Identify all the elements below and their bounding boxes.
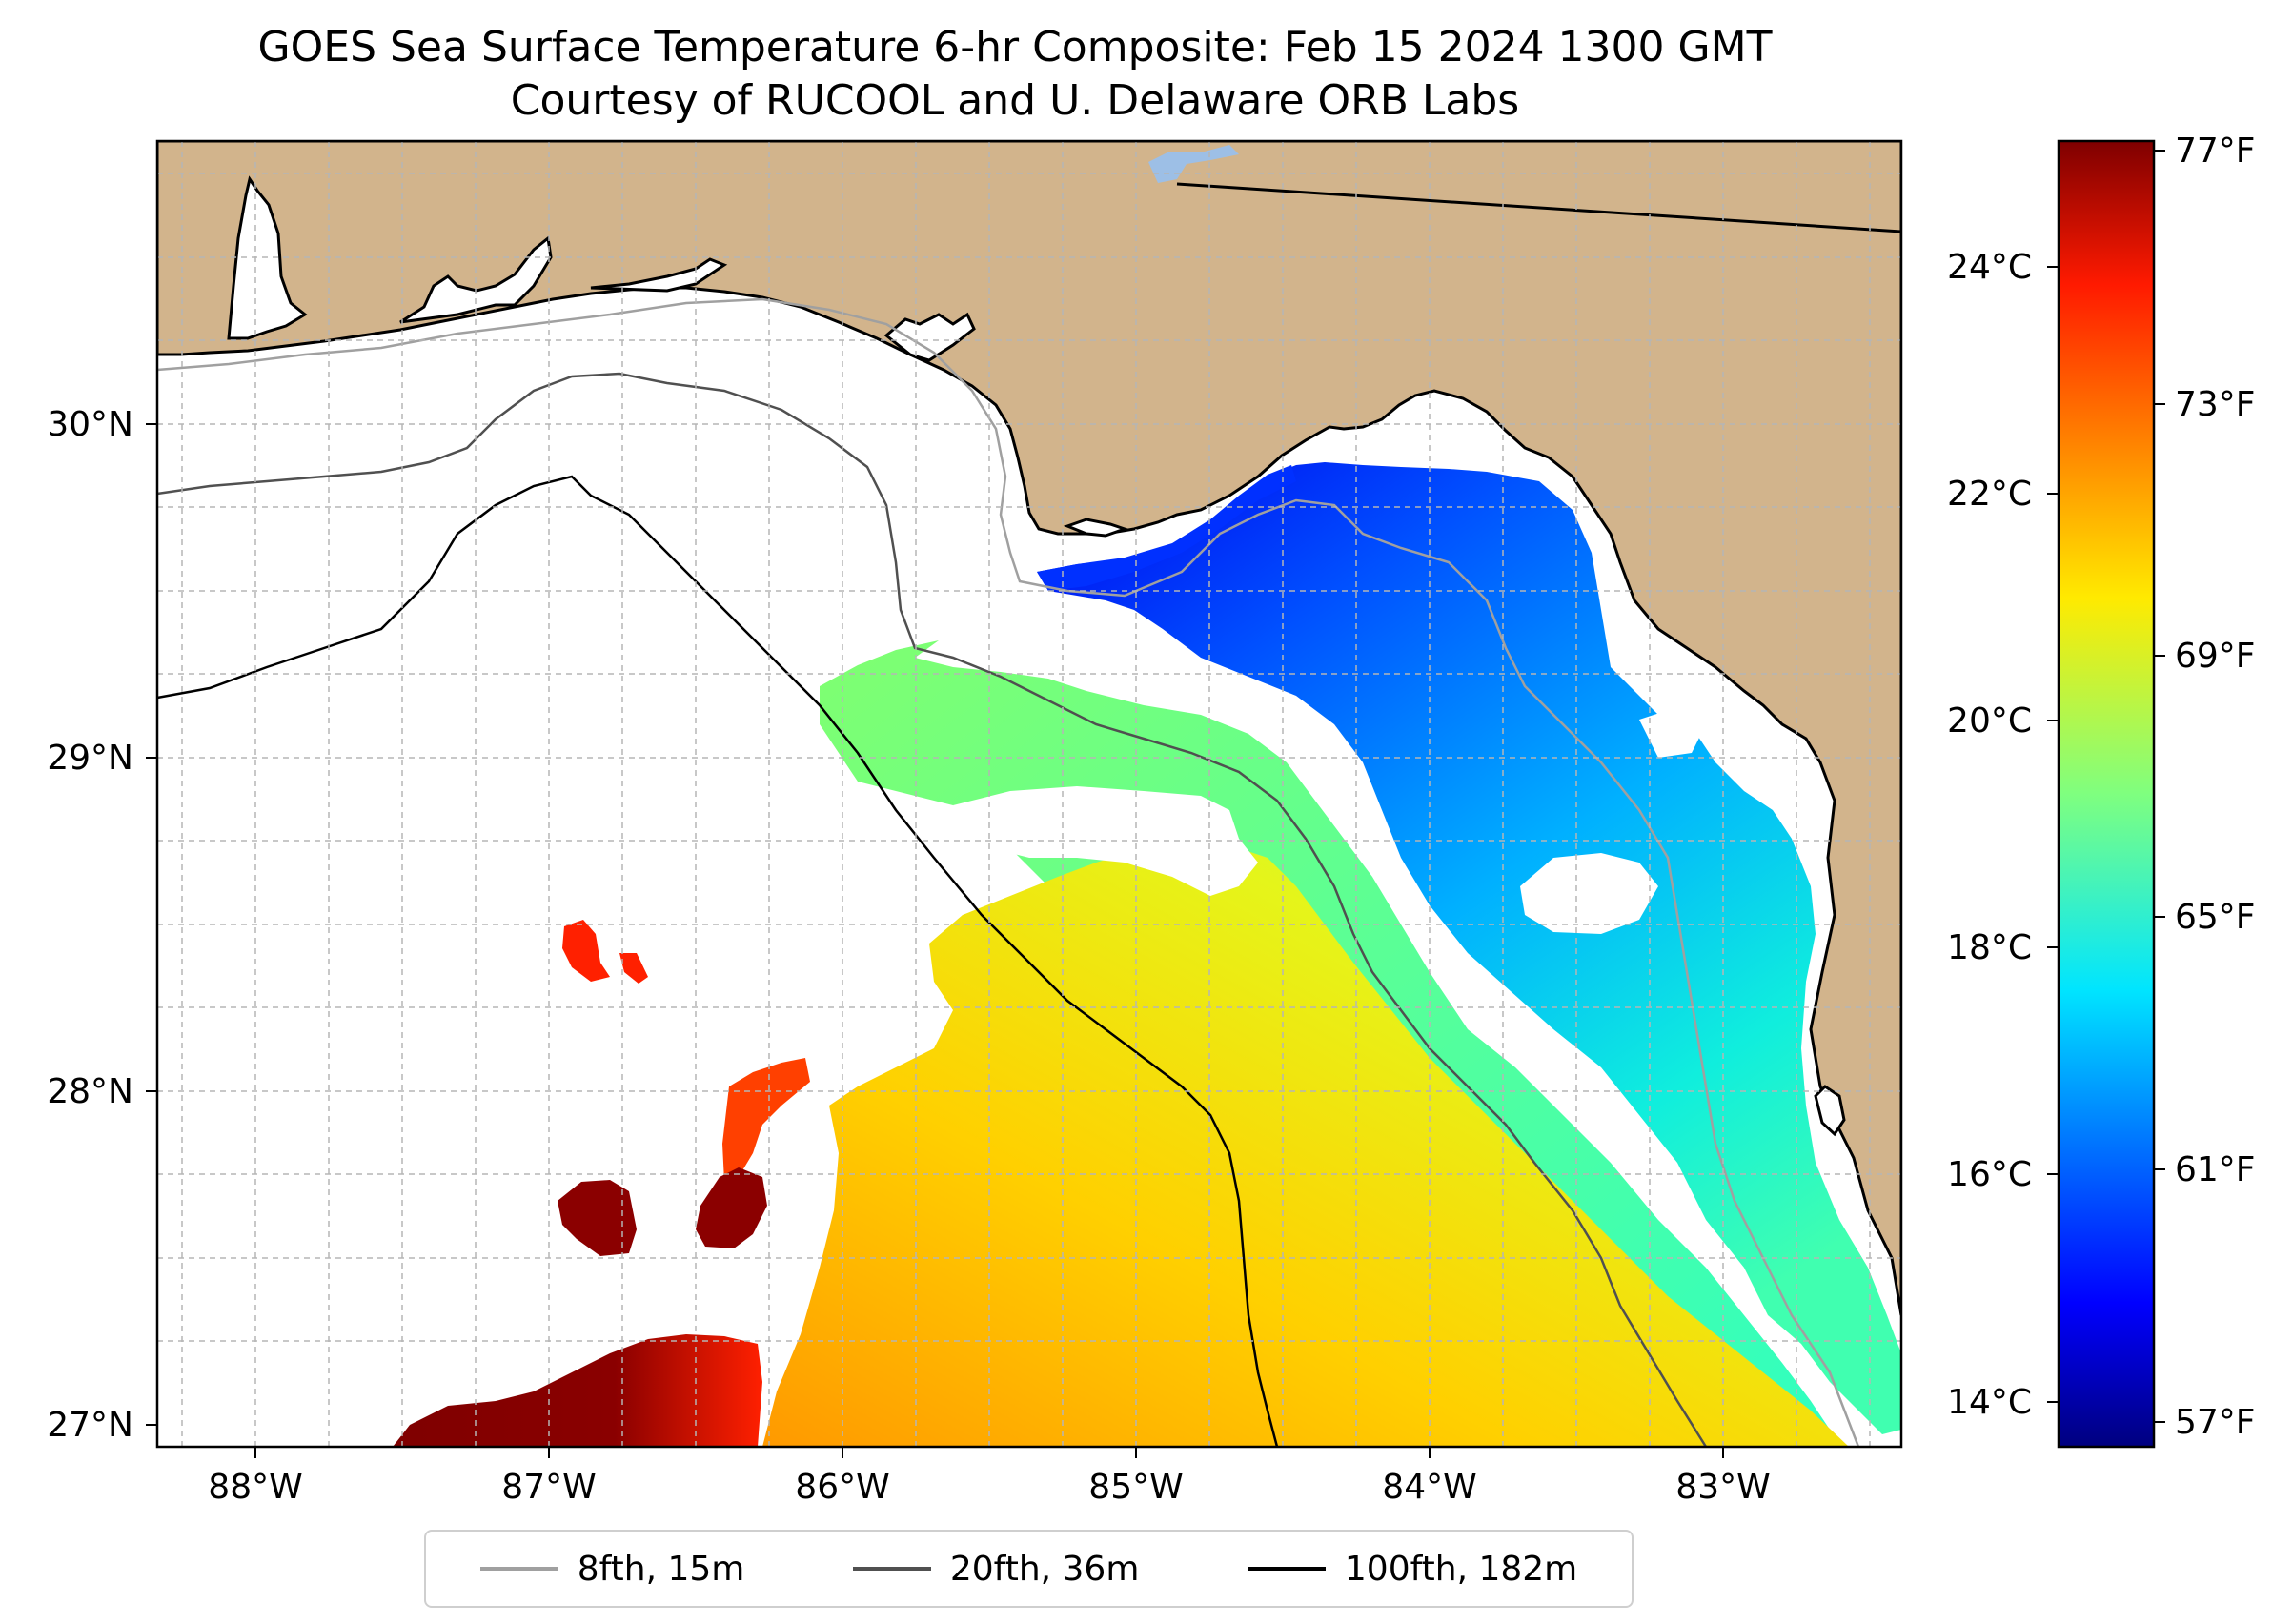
lon-ticks (254, 1447, 1724, 1458)
legend-item-20fth: 20fth, 36m (852, 1549, 1140, 1589)
state-border (1176, 182, 1901, 233)
fahrenheit-tick-label: 57°F (2175, 1403, 2256, 1442)
legend-label: 8fth, 15m (577, 1549, 745, 1589)
celsius-tick-label: 18°C (1947, 928, 2032, 967)
gridlines (157, 141, 1901, 1447)
bay-pensacola (399, 235, 553, 324)
celsius-tick-label: 14°C (1947, 1383, 2032, 1422)
lon-tick-label: 87°W (501, 1468, 596, 1507)
fahrenheit-ticks (2154, 150, 2165, 1423)
isobath-20fth (157, 372, 1708, 1447)
lon-tick-label: 85°W (1088, 1468, 1183, 1507)
legend-swatch-20fth (852, 1567, 931, 1571)
fahrenheit-tick-label: 69°F (2175, 637, 2256, 676)
bay-tampa (1814, 1085, 1846, 1137)
celsius-tick-label: 16°C (1947, 1155, 2032, 1194)
legend-item-8fth: 8fth, 15m (479, 1549, 745, 1589)
sst-eddy-dark-1 (558, 1180, 637, 1256)
sst-eddy-dark-south (393, 1334, 762, 1447)
celsius-ticks (2047, 266, 2059, 1403)
sst-eddy-dark-2 (696, 1167, 767, 1248)
map-title: GOES Sea Surface Temperature 6-hr Compos… (257, 23, 1773, 71)
sst-eddy-red-2 (619, 953, 648, 984)
lon-tick-label: 88°W (208, 1468, 302, 1507)
sst-warm-gulf (762, 843, 1849, 1447)
land-area (157, 141, 1901, 1316)
map-subtitle: Courtesy of RUCOOL and U. Delaware ORB L… (510, 76, 1520, 125)
sst-coastal-cold (1037, 465, 1296, 591)
lon-tick-label: 84°W (1382, 1468, 1476, 1507)
legend-label: 20fth, 36m (949, 1549, 1140, 1589)
celsius-tick-label: 22°C (1947, 475, 2032, 514)
lat-tick-label: 28°N (47, 1072, 133, 1111)
legend-label: 100fth, 182m (1344, 1549, 1578, 1589)
lake (1148, 145, 1239, 183)
lon-tick-label: 83°W (1675, 1468, 1770, 1507)
legend-item-100fth: 100fth, 182m (1247, 1549, 1578, 1589)
legend-swatch-100fth (1247, 1567, 1326, 1571)
fahrenheit-tick-label: 61°F (2175, 1150, 2256, 1189)
celsius-tick-label: 20°C (1947, 701, 2032, 741)
map-frame (155, 139, 1903, 1449)
sst-cold-shelf (1037, 462, 1901, 1434)
lat-tick-label: 27°N (47, 1406, 133, 1445)
fahrenheit-tick-label: 77°F (2175, 132, 2256, 171)
fahrenheit-tick-label: 65°F (2175, 898, 2256, 937)
fahrenheit-tick-label: 73°F (2175, 385, 2256, 424)
bay-st-andrew (883, 312, 976, 362)
bay-choctawhatchee (590, 257, 728, 293)
sst-eddy-red-3 (722, 1058, 810, 1182)
cloud-patch-east (1520, 853, 1658, 934)
map-area (157, 141, 1901, 1447)
legend-swatch-8fth (479, 1567, 558, 1571)
isobath-100fth (157, 475, 1279, 1447)
celsius-tick-label: 24°C (1947, 248, 2032, 287)
lat-tick-label: 30°N (47, 405, 133, 444)
lat-tick-label: 29°N (47, 739, 133, 778)
bay-apalachicola (1063, 518, 1129, 538)
isobath-8fth (157, 297, 1860, 1447)
sst-eddy-red-1 (562, 920, 610, 982)
bay-mobile (227, 175, 308, 340)
lon-tick-label: 86°W (795, 1468, 889, 1507)
isobath-legend: 8fth, 15m 20fth, 36m 100fth, 182m (424, 1530, 1634, 1608)
lat-ticks (146, 423, 157, 1426)
cloud-patch-se (1639, 707, 1706, 758)
colorbar (2057, 139, 2156, 1449)
